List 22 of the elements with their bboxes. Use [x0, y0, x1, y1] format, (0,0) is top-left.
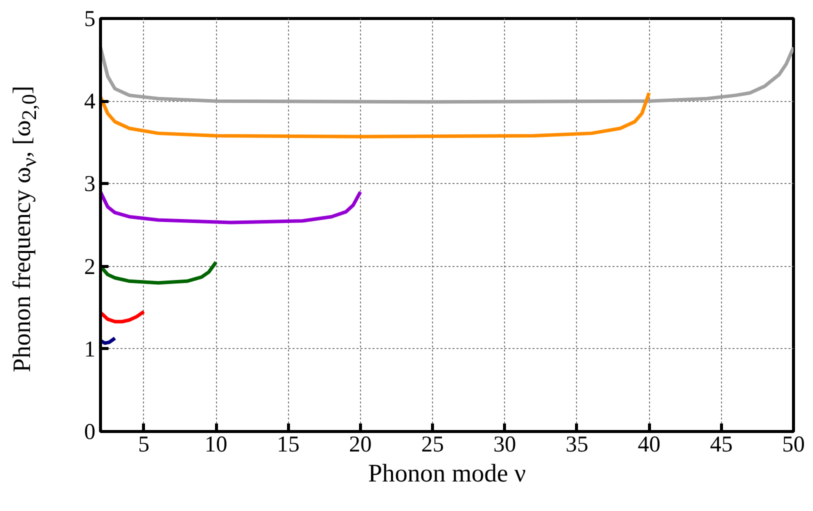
- y-tick-label: 4: [84, 88, 96, 114]
- y-tick-label: 2: [84, 254, 96, 279]
- x-tick-label: 5: [138, 432, 150, 456]
- y-tick-label: 0: [84, 419, 96, 444]
- x-tick-label: 35: [566, 432, 588, 456]
- y-tick-label: 5: [84, 6, 96, 31]
- line-series: [100, 46, 794, 104]
- line-series: [100, 260, 218, 285]
- x-tick-label: 50: [782, 432, 805, 456]
- x-tick-label: 30: [493, 432, 516, 456]
- line-series: [100, 91, 651, 138]
- y-tick-label: 3: [84, 171, 96, 196]
- x-tick-label: 45: [710, 432, 733, 456]
- line-series: [100, 190, 362, 224]
- x-axis-title: Phonon mode ν: [368, 460, 526, 488]
- y-tick-label: 1: [84, 336, 96, 362]
- x-tick-label: 15: [276, 432, 300, 456]
- x-tick-label: 40: [638, 432, 660, 456]
- x-tick-label: 25: [421, 432, 444, 456]
- x-tick-label: 20: [349, 432, 372, 456]
- line-series: [100, 310, 146, 324]
- x-tick-label: 10: [204, 432, 228, 456]
